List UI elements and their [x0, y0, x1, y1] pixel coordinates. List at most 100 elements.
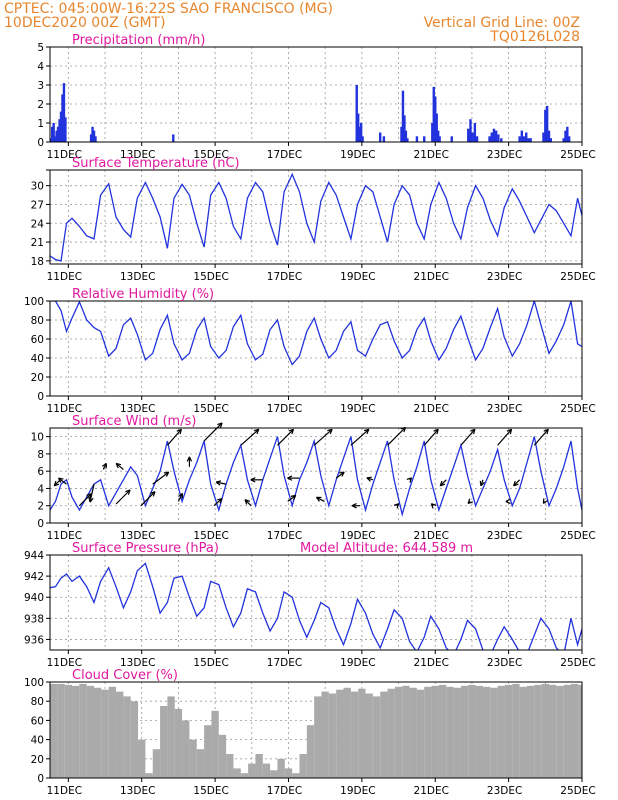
wind-vector: [467, 498, 474, 504]
pressure-ytick-label: 944: [24, 550, 44, 562]
rh-panel: 0 20 40 60 80 100 11DEC 13DEC 15DEC 17DEC 19DEC 21D…: [24, 287, 596, 415]
precip-bar: [497, 134, 500, 142]
precip-xtick-label: 25DEC: [560, 149, 595, 161]
wind-vector: [277, 428, 295, 446]
cloud-bar: [189, 739, 197, 778]
precip-bar: [529, 138, 532, 142]
panels: 0 1 2 3 4 5 11DEC 13DEC 15DEC 17DEC 19DEC 21DEC 23DE…: [24, 33, 596, 797]
rh-xtick-label: 25DEC: [560, 403, 595, 415]
temp-xtick-label: 21DEC: [414, 271, 449, 283]
wind-vector: [335, 471, 345, 479]
cloud-bar: [248, 763, 256, 778]
cloud-bar: [116, 691, 124, 778]
precip-bar: [406, 138, 409, 142]
cloud-bar: [240, 773, 249, 778]
cloud-bar: [182, 720, 190, 778]
wind-vector: [250, 477, 263, 483]
cloud-bar: [57, 683, 65, 778]
wind-vector: [287, 475, 300, 481]
wind-vector: [166, 428, 182, 446]
wind-vector: [430, 503, 437, 509]
pressure-frame: [49, 554, 583, 651]
wind-vector: [186, 456, 193, 467]
wind-xtick-label: 15DEC: [193, 530, 228, 542]
cloud-bar: [152, 749, 161, 778]
cloud-bar: [123, 696, 131, 778]
precip-xtick-label: 21DEC: [414, 149, 449, 161]
precip-bar: [401, 90, 405, 142]
pressure-xtick-label: 25DEC: [560, 657, 595, 669]
cloud-xtick-label: 15DEC: [193, 785, 228, 797]
precip-bar: [361, 136, 364, 142]
precip-bar: [355, 85, 358, 142]
wind-vector: [479, 479, 485, 487]
cloud-bar: [270, 770, 278, 778]
wind-xtick-label: 11DEC: [47, 530, 82, 542]
cloud-bar: [468, 684, 476, 778]
cloud-bar: [490, 687, 498, 778]
wind-vector: [406, 477, 413, 483]
cloud-bar: [299, 754, 307, 778]
precip-bar: [566, 126, 569, 142]
cloud-bar: [387, 688, 395, 778]
cloud-bar: [541, 683, 549, 778]
rh-xtick-label: 21DEC: [414, 403, 449, 415]
precip-bar: [92, 130, 96, 142]
cloud-ytick-label: 0: [37, 773, 44, 785]
cloud-xtick-label: 13DEC: [120, 785, 155, 797]
cloud-bar: [50, 683, 58, 778]
wind-vector: [152, 471, 170, 485]
precip-bar: [379, 132, 382, 142]
precip-bar: [431, 123, 434, 142]
cloud-bar: [218, 734, 227, 778]
cloud-xtick-label: 21DEC: [414, 785, 449, 797]
precip-bar: [544, 109, 547, 142]
rh-ytick-label: 60: [31, 334, 44, 346]
cloud-frame: [49, 681, 583, 779]
precip-bar: [520, 130, 524, 142]
precip-bar: [469, 119, 472, 142]
temp-line: [50, 172, 582, 262]
precip-bar: [500, 138, 503, 142]
cloud-bar: [174, 708, 183, 778]
pressure-xtick-label: 11DEC: [47, 657, 82, 669]
precip-xtick-label: 13DEC: [120, 149, 155, 161]
precip-bar: [358, 126, 361, 142]
wind-vector: [315, 496, 325, 502]
cloud-bar: [438, 684, 447, 778]
cloud-bar: [578, 684, 582, 778]
precip-bar: [89, 134, 93, 142]
wind-vector: [177, 492, 184, 502]
pressure-panel: 936 938 940 942 944 11DEC 13DEC 15DEC 17DEC 19DEC…: [24, 541, 596, 669]
cloud-bar: [196, 749, 205, 778]
rh-ytick-label: 80: [31, 315, 44, 327]
temp-ytick-label: 24: [31, 218, 45, 230]
wind-vector: [115, 462, 124, 470]
precip-bar: [52, 123, 55, 142]
precip-bar: [562, 138, 565, 142]
cloud-bar: [277, 758, 285, 778]
wind-ytick-label: 6: [37, 466, 44, 478]
cloud-bar: [372, 696, 381, 778]
cloud-bar: [101, 689, 109, 778]
temp-ytick-label: 27: [31, 199, 44, 211]
rh-ytick-label: 0: [37, 391, 44, 403]
wind-frame: [49, 427, 583, 524]
cloud-bar: [204, 725, 212, 778]
cloud-bar: [460, 685, 469, 778]
precip-bar: [382, 136, 386, 142]
pressure-xtick-label: 23DEC: [487, 657, 522, 669]
cloud-bar: [72, 685, 80, 778]
temp-ytick-label: 21: [31, 237, 44, 249]
cloud-bar: [328, 693, 337, 778]
wind-ytick-label: 2: [37, 501, 44, 513]
wind-xtick-label: 23DEC: [487, 530, 522, 542]
rh-xtick-label: 19DEC: [340, 403, 375, 415]
rh-ytick-label: 40: [31, 353, 44, 365]
wind-vector: [505, 498, 511, 505]
rh-xtick-label: 15DEC: [193, 403, 228, 415]
cloud-bar: [255, 754, 263, 778]
precip-bar: [62, 83, 66, 142]
wind-vector: [140, 491, 156, 507]
temp-ytick-label: 30: [31, 181, 44, 193]
